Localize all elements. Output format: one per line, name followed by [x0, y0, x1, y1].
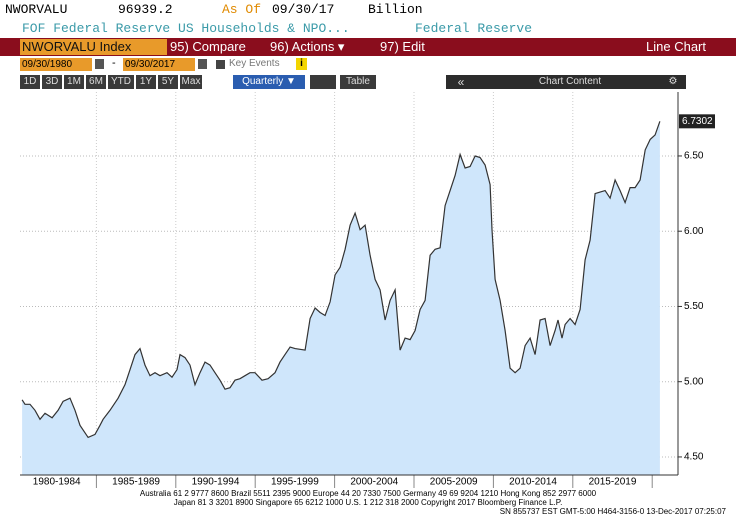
- y-tick-label: 5.00: [684, 376, 704, 387]
- ticker: NWORVALU: [5, 2, 68, 17]
- range-button[interactable]: 1D: [20, 75, 40, 89]
- x-period-label: 2015-2019: [589, 477, 637, 488]
- range-button[interactable]: 6M: [86, 75, 106, 89]
- key-events-checkbox[interactable]: [216, 60, 225, 69]
- source: Federal Reserve: [415, 21, 533, 36]
- chart-content-button[interactable]: Chart Content: [520, 75, 620, 89]
- range-button[interactable]: 3D: [42, 75, 62, 89]
- description: FOF Federal Reserve US Households & NPO.…: [22, 21, 350, 36]
- start-date[interactable]: 09/30/1980: [20, 58, 92, 71]
- info-icon[interactable]: i: [296, 58, 307, 70]
- footer-line: SN 855737 EST GMT-5:00 H464-3156-0 13-De…: [499, 507, 726, 516]
- settings-button[interactable]: ⚙: [660, 75, 686, 89]
- range-button[interactable]: Max: [180, 75, 202, 89]
- compare-button[interactable]: 95) Compare: [170, 39, 246, 54]
- footer-line: Australia 61 2 9777 8600 Brazil 5511 239…: [139, 489, 597, 498]
- chart-type-button[interactable]: [310, 75, 336, 89]
- range-button[interactable]: 5Y: [158, 75, 178, 89]
- range-button[interactable]: YTD: [108, 75, 134, 89]
- as-of-label: As Of: [222, 2, 262, 17]
- as-of-date: 09/30/17: [272, 2, 335, 17]
- chart: 4.50 5.00 5.50 6.00 6.50 1980-1984 1985-1989 19…: [20, 92, 715, 488]
- end-date[interactable]: 09/30/2017: [123, 58, 195, 71]
- x-period-label: 2010-2014: [509, 477, 557, 488]
- y-tick-label: 6.50: [684, 151, 704, 162]
- key-events-label: Key Events: [229, 58, 280, 69]
- x-period-label: 2005-2009: [430, 477, 478, 488]
- range-button[interactable]: 1Y: [136, 75, 156, 89]
- x-period-label: 1990-1994: [192, 477, 240, 488]
- y-tick-label: 6.00: [684, 226, 704, 237]
- range-button[interactable]: 1M: [64, 75, 84, 89]
- units: Billion: [368, 2, 423, 17]
- x-period-label: 1995-1999: [271, 477, 319, 488]
- security-field[interactable]: NWORVALU Index: [20, 39, 167, 55]
- table-button[interactable]: Table: [340, 75, 376, 89]
- view-name: Line Chart: [646, 39, 706, 54]
- back-button[interactable]: «: [446, 75, 476, 89]
- last-value-label: 6.7302: [682, 116, 713, 127]
- periodicity-dropdown[interactable]: Quarterly ▼: [233, 75, 305, 89]
- footer-line: Japan 81 3 3201 8900 Singapore 65 6212 1…: [173, 498, 563, 507]
- toolbar: [0, 38, 736, 56]
- last-price: 96939.2: [118, 2, 173, 17]
- x-period-label: 1980-1984: [33, 477, 81, 488]
- edit-button[interactable]: 97) Edit: [380, 39, 425, 54]
- area: [22, 121, 660, 476]
- last-value-box: [679, 114, 715, 129]
- date-separator: -: [112, 57, 116, 69]
- x-period-label: 1985-1989: [112, 477, 160, 488]
- y-tick-label: 5.50: [684, 301, 704, 312]
- calendar-icon[interactable]: [198, 59, 207, 69]
- x-period-label: 2000-2004: [350, 477, 398, 488]
- y-tick-label: 4.50: [684, 452, 704, 463]
- line: [21, 121, 661, 439]
- actions-button[interactable]: 96) Actions ▾: [270, 39, 345, 54]
- calendar-icon[interactable]: [95, 59, 104, 69]
